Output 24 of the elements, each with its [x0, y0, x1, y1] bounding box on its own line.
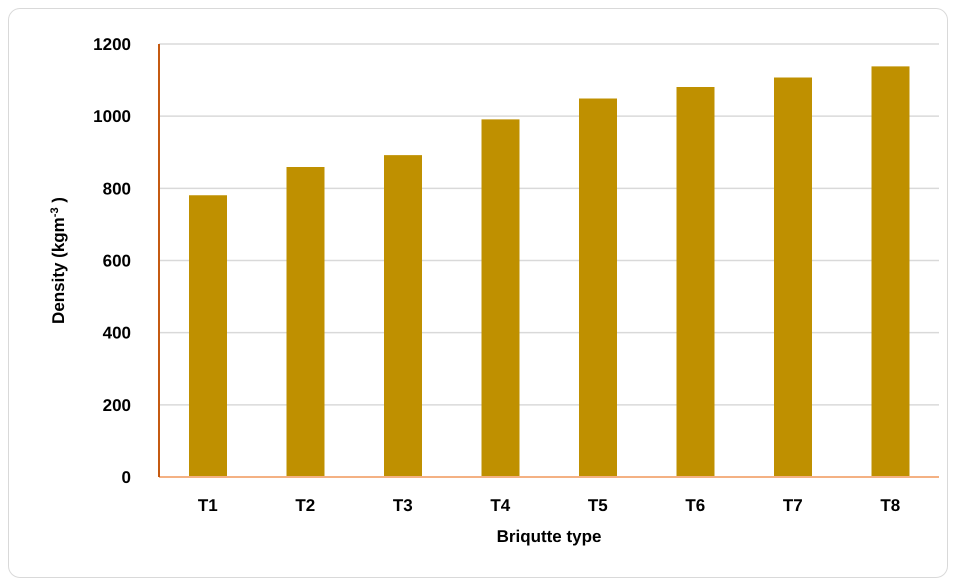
bar: [676, 86, 714, 477]
bar: [384, 155, 422, 477]
x-tick-label: T4: [490, 496, 511, 516]
bar: [872, 66, 910, 477]
x-tick-label: T3: [392, 496, 413, 516]
bar: [774, 78, 812, 477]
y-tick-label: 0: [122, 468, 131, 488]
y-tick-label: 1200: [93, 35, 131, 54]
x-tick-label: T1: [198, 496, 218, 516]
x-tick-label: T5: [588, 496, 608, 516]
bar: [286, 167, 324, 477]
y-tick-label: 1000: [93, 107, 131, 126]
x-tick-label: T6: [685, 496, 706, 516]
x-axis-title: Briqutte type: [496, 527, 602, 546]
y-tick-label: 600: [102, 252, 131, 271]
bar: [579, 98, 617, 477]
y-tick-label: 400: [102, 324, 131, 343]
x-tick-label: T7: [782, 496, 803, 516]
y-tick-label: 200: [102, 396, 131, 415]
bar: [482, 119, 520, 477]
y-tick-label: 800: [102, 179, 131, 198]
x-tick-label: T2: [295, 496, 316, 516]
bar: [189, 195, 227, 477]
x-tick-label: T8: [880, 496, 900, 516]
